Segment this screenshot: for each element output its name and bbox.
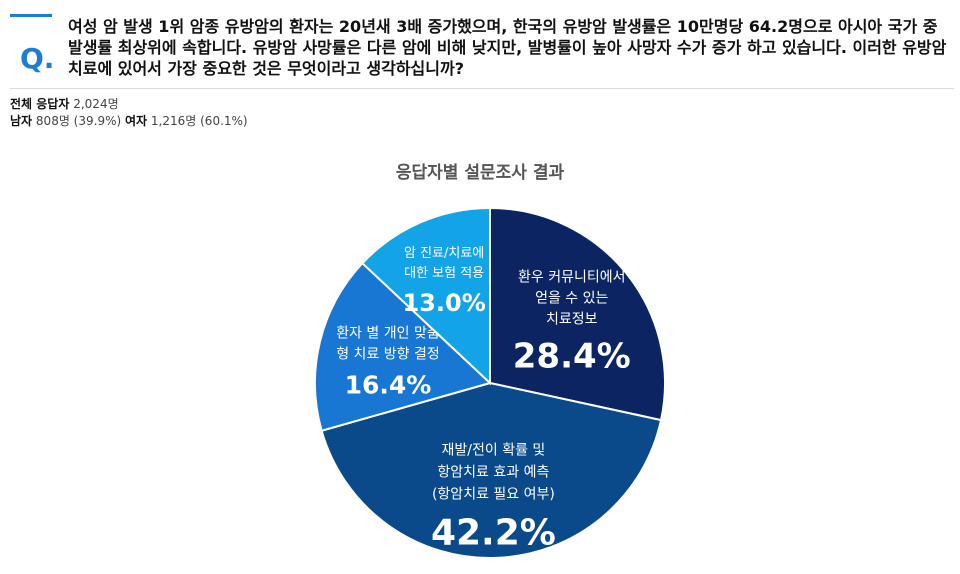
female-value: 1,216명 (60.1%) [150, 114, 248, 128]
male-label: 남자 [10, 114, 33, 128]
pie-slice-2 [320, 381, 663, 560]
slice-category-label: 재발/전이 확률 및 [442, 442, 546, 458]
slice-percent-label: 16.4% [345, 371, 432, 400]
question-block: Q. 여성 암 발생 1위 암종 유방암의 환자는 20년새 3배 증가했으며,… [10, 14, 954, 86]
chart-title: 응답자별 설문조사 결과 [395, 163, 565, 183]
slice-category-label: 형 치료 방향 결정 [336, 347, 440, 363]
slice-category-label: 대한 보험 적용 [404, 266, 484, 281]
slice-category-label: 환자 별 개인 맞춤 [336, 326, 440, 342]
slice-category-label: (항암치료 필요 여부) [432, 486, 555, 502]
pie-slice-3 [314, 261, 492, 433]
respondent-stats: 전체 응답자 2,024명 남자 808명 (39.9%) 여자 1,216명 … [10, 96, 248, 130]
gender-breakdown-row: 남자 808명 (39.9%) 여자 1,216명 (60.1%) [10, 113, 248, 130]
question-text: 여성 암 발생 1위 암종 유방암의 환자는 20년새 3배 증가했으며, 한국… [68, 17, 947, 78]
total-respondents-value: 2,024명 [73, 97, 119, 111]
male-value: 808명 (39.9%) [35, 114, 122, 128]
slice-category-label: 항암치료 효과 예측 [437, 464, 549, 480]
slice-percent-label: 42.2% [431, 512, 556, 553]
question-mark-label: Q. [20, 42, 55, 75]
female-label: 여자 [125, 114, 148, 128]
pie-slice-4 [361, 206, 491, 386]
total-respondents-row: 전체 응답자 2,024명 [10, 96, 248, 113]
slice-category-label: 치료정보 [546, 312, 598, 328]
total-respondents-label: 전체 응답자 [10, 97, 70, 111]
slice-category-label: 암 진료/치료에 [404, 246, 484, 261]
pie-slice-1 [489, 206, 666, 422]
divider [10, 88, 954, 89]
slice-label-group-3: 환자 별 개인 맞춤형 치료 방향 결정 16.4% [336, 326, 440, 400]
slice-percent-label: 13.0% [402, 289, 485, 317]
slice-category-label: 환우 커뮤니티에서 [518, 270, 626, 286]
slice-category-label: 얻을 수 있는 [535, 291, 608, 307]
question-accent-bar [10, 14, 52, 17]
slice-percent-label: 28.4% [513, 337, 631, 377]
